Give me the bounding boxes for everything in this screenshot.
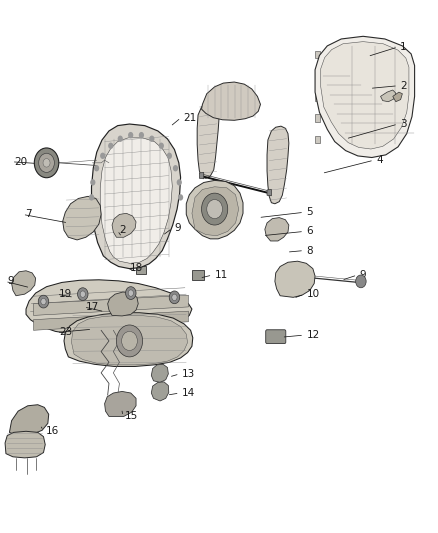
Circle shape bbox=[78, 288, 88, 301]
Polygon shape bbox=[92, 124, 180, 269]
Polygon shape bbox=[151, 382, 169, 401]
Circle shape bbox=[207, 199, 223, 219]
Circle shape bbox=[100, 152, 105, 159]
Polygon shape bbox=[10, 405, 49, 435]
Polygon shape bbox=[33, 311, 188, 330]
Polygon shape bbox=[358, 278, 363, 285]
Circle shape bbox=[94, 165, 99, 172]
Circle shape bbox=[43, 159, 50, 167]
Polygon shape bbox=[33, 295, 188, 316]
Circle shape bbox=[126, 287, 136, 300]
Polygon shape bbox=[321, 42, 409, 149]
Circle shape bbox=[89, 194, 94, 200]
Text: 5: 5 bbox=[306, 207, 313, 217]
Bar bbox=[315, 136, 320, 143]
Polygon shape bbox=[315, 36, 415, 158]
Polygon shape bbox=[26, 280, 192, 336]
Circle shape bbox=[118, 135, 123, 142]
Text: 13: 13 bbox=[182, 369, 195, 379]
Text: 8: 8 bbox=[306, 246, 313, 255]
Text: 1: 1 bbox=[400, 42, 407, 52]
Circle shape bbox=[34, 148, 59, 177]
Polygon shape bbox=[265, 217, 289, 241]
Polygon shape bbox=[5, 431, 45, 458]
Text: 21: 21 bbox=[183, 112, 197, 123]
Text: 17: 17 bbox=[86, 302, 99, 312]
Bar bbox=[315, 115, 320, 122]
Text: 12: 12 bbox=[306, 330, 320, 340]
Circle shape bbox=[139, 132, 144, 138]
Circle shape bbox=[39, 154, 54, 172]
Polygon shape bbox=[201, 82, 261, 120]
Circle shape bbox=[178, 194, 183, 200]
Polygon shape bbox=[275, 261, 315, 297]
Polygon shape bbox=[105, 391, 136, 416]
Polygon shape bbox=[63, 196, 101, 240]
Text: 16: 16 bbox=[46, 426, 59, 436]
Text: 10: 10 bbox=[306, 289, 319, 299]
Text: 3: 3 bbox=[400, 119, 407, 129]
Circle shape bbox=[128, 290, 134, 296]
Text: 9: 9 bbox=[360, 270, 366, 280]
Circle shape bbox=[201, 193, 228, 225]
Circle shape bbox=[149, 135, 155, 142]
Text: 14: 14 bbox=[182, 388, 195, 398]
Polygon shape bbox=[108, 292, 138, 316]
Text: 9: 9 bbox=[174, 223, 181, 233]
Bar bbox=[315, 72, 320, 79]
Bar bbox=[192, 270, 204, 280]
Polygon shape bbox=[71, 316, 187, 365]
Polygon shape bbox=[186, 180, 243, 239]
Text: 23: 23 bbox=[59, 327, 72, 337]
Text: 2: 2 bbox=[400, 81, 407, 91]
Circle shape bbox=[41, 298, 46, 305]
Text: 11: 11 bbox=[215, 270, 228, 280]
Bar bbox=[136, 266, 146, 274]
Text: 9: 9 bbox=[7, 277, 14, 286]
Circle shape bbox=[177, 179, 182, 185]
Text: 18: 18 bbox=[130, 263, 143, 273]
Text: 7: 7 bbox=[25, 209, 32, 220]
FancyBboxPatch shape bbox=[266, 330, 286, 344]
Polygon shape bbox=[267, 126, 289, 204]
Text: 19: 19 bbox=[59, 289, 72, 299]
Circle shape bbox=[122, 332, 138, 351]
Polygon shape bbox=[192, 187, 239, 236]
Circle shape bbox=[38, 295, 49, 308]
Text: 15: 15 bbox=[125, 411, 138, 422]
Circle shape bbox=[80, 291, 85, 297]
Bar bbox=[315, 51, 320, 58]
Text: 6: 6 bbox=[306, 227, 313, 237]
Text: 2: 2 bbox=[120, 225, 126, 236]
Polygon shape bbox=[393, 92, 403, 102]
Circle shape bbox=[173, 165, 178, 172]
Circle shape bbox=[169, 291, 180, 304]
Polygon shape bbox=[64, 313, 193, 367]
Polygon shape bbox=[199, 172, 204, 179]
Circle shape bbox=[167, 152, 172, 159]
Polygon shape bbox=[197, 102, 219, 178]
Bar bbox=[315, 93, 320, 101]
Polygon shape bbox=[381, 90, 396, 102]
Polygon shape bbox=[12, 271, 35, 296]
Circle shape bbox=[356, 275, 366, 288]
Polygon shape bbox=[267, 189, 272, 196]
Circle shape bbox=[128, 132, 133, 138]
Polygon shape bbox=[100, 138, 172, 263]
Text: 4: 4 bbox=[376, 155, 383, 165]
Polygon shape bbox=[112, 213, 136, 237]
Circle shape bbox=[108, 142, 113, 149]
Circle shape bbox=[117, 325, 143, 357]
Circle shape bbox=[172, 294, 177, 301]
Circle shape bbox=[90, 179, 95, 185]
Text: 20: 20 bbox=[14, 157, 27, 167]
Polygon shape bbox=[151, 365, 168, 382]
Circle shape bbox=[159, 142, 164, 149]
